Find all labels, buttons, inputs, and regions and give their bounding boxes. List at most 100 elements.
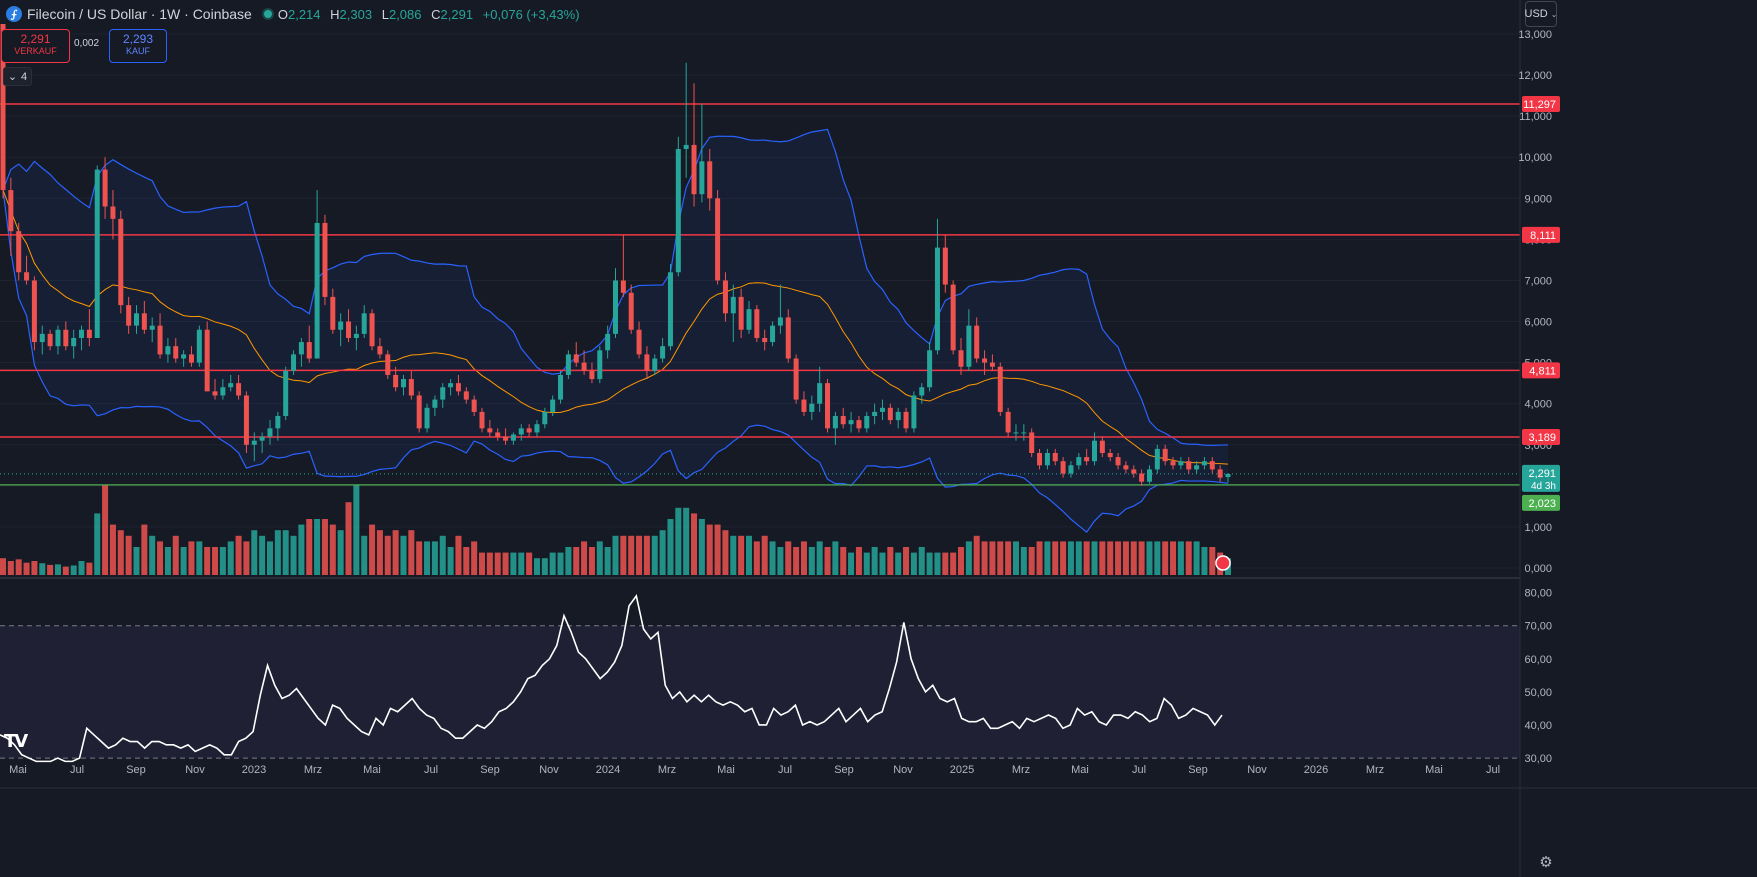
indicators-toggle-button[interactable]: ⌄ 4 xyxy=(3,67,32,86)
volume-bar xyxy=(23,562,30,575)
candle-body xyxy=(848,420,854,425)
candle-body xyxy=(934,247,940,351)
volume-bar xyxy=(698,519,705,575)
candle-body xyxy=(361,313,367,334)
candle-body xyxy=(589,370,595,380)
time-tick-label: Mai xyxy=(9,764,27,776)
tradingview-logo-icon[interactable]: TV xyxy=(4,731,28,752)
candle-body xyxy=(518,428,524,435)
symbol-title[interactable]: Filecoin / US Dollar · 1W · Coinbase xyxy=(27,6,252,22)
volume-bar xyxy=(259,535,266,575)
sell-label: VERKAUF xyxy=(14,46,57,56)
price-level-badge xyxy=(1522,95,1560,112)
candle-body xyxy=(408,379,414,396)
candle-body xyxy=(675,149,681,273)
candle-body xyxy=(1044,452,1050,466)
volume-bar xyxy=(149,535,156,575)
time-tick-label: Mai xyxy=(1425,764,1443,776)
candle-body xyxy=(1092,440,1098,462)
candle-body xyxy=(895,411,901,421)
candle-body xyxy=(652,358,658,371)
currency-label: USD xyxy=(1524,8,1548,20)
time-axis: Mai Jul Sep Nov 2023 Mrz Mai Jul Sep Nov 2024 Mrz Ma… xyxy=(0,764,1757,789)
candle-body xyxy=(338,321,344,330)
rsi-band-fill xyxy=(0,625,1520,759)
candle-body xyxy=(220,387,226,396)
volume-bar xyxy=(439,535,446,575)
us-flag-icon xyxy=(1215,555,1231,571)
gear-icon[interactable]: ⚙ xyxy=(1539,854,1553,871)
volume-bar xyxy=(918,547,925,575)
candle-body xyxy=(1146,469,1152,482)
volume-bar xyxy=(612,535,619,575)
candle-body xyxy=(903,411,909,429)
volume-bar xyxy=(1005,541,1012,575)
volume-bar xyxy=(1130,541,1137,575)
candle-body xyxy=(879,407,885,412)
price-tick-label: 7,000 xyxy=(1524,275,1552,287)
volume-bar xyxy=(785,541,792,575)
price-tick-label: 1,000 xyxy=(1524,522,1552,534)
candle-body xyxy=(1076,457,1082,466)
volume-bar xyxy=(361,535,368,575)
price-tick-label: 9,000 xyxy=(1524,193,1552,205)
volume-bar xyxy=(345,502,352,575)
candle-body xyxy=(628,292,634,330)
candle-body xyxy=(440,387,446,400)
volume-bar xyxy=(1170,541,1177,575)
volume-bar xyxy=(337,530,344,575)
volume-bar xyxy=(314,519,321,575)
buy-button[interactable]: 2,293 KAUF xyxy=(109,29,167,63)
volume-bar xyxy=(557,552,564,575)
volume-bar xyxy=(753,541,760,575)
volume-bar xyxy=(1020,547,1027,575)
volume-bar xyxy=(581,541,588,575)
candle-body xyxy=(291,354,297,371)
time-tick-label: Mai xyxy=(1071,764,1089,776)
volume-bar xyxy=(188,541,195,575)
volume-bar xyxy=(903,547,910,575)
volume-bar xyxy=(643,535,650,575)
price-level-label: 3,189 xyxy=(1528,432,1556,444)
rsi-tick-label: 60,00 xyxy=(1524,654,1552,666)
candle-body xyxy=(1115,457,1121,466)
volume-bar xyxy=(70,565,77,575)
candle-body xyxy=(1084,457,1090,462)
volume-bar xyxy=(950,552,957,575)
volume-bar xyxy=(691,513,698,575)
volume-bar xyxy=(486,552,493,575)
volume-bar xyxy=(180,547,187,575)
sell-button[interactable]: 2,291 VERKAUF xyxy=(1,29,70,63)
candle-body xyxy=(86,329,92,338)
volume-bar xyxy=(15,559,22,575)
volume-bar xyxy=(989,541,996,575)
volume-bar xyxy=(840,547,847,575)
candle-body xyxy=(94,169,100,338)
candle-body xyxy=(181,354,187,359)
candle-body xyxy=(133,313,139,326)
volume-bar xyxy=(1122,541,1129,575)
volume-bar xyxy=(973,535,980,575)
candle-body xyxy=(322,222,328,297)
candle-body xyxy=(455,383,461,392)
candle-body xyxy=(534,424,540,433)
time-tick-label: 2024 xyxy=(596,764,620,776)
currency-selector[interactable]: USD ⌄ xyxy=(1525,1,1557,27)
candle-body xyxy=(149,325,155,330)
volume-bar xyxy=(636,535,643,575)
volume-bar xyxy=(808,547,815,575)
candle-body xyxy=(715,198,721,281)
candle-body xyxy=(997,366,1003,412)
rsi-tick-label: 50,00 xyxy=(1524,687,1552,699)
volume-bar xyxy=(745,535,752,575)
candle-body xyxy=(118,218,124,306)
candle-body xyxy=(565,354,571,375)
volume-bar xyxy=(706,524,713,575)
candle-body xyxy=(573,354,579,363)
candle-body xyxy=(770,325,776,343)
chevron-down-icon: ⌄ xyxy=(7,71,18,83)
candle-body xyxy=(212,391,218,396)
volume-bar xyxy=(942,552,949,575)
candle-series xyxy=(0,24,1231,486)
